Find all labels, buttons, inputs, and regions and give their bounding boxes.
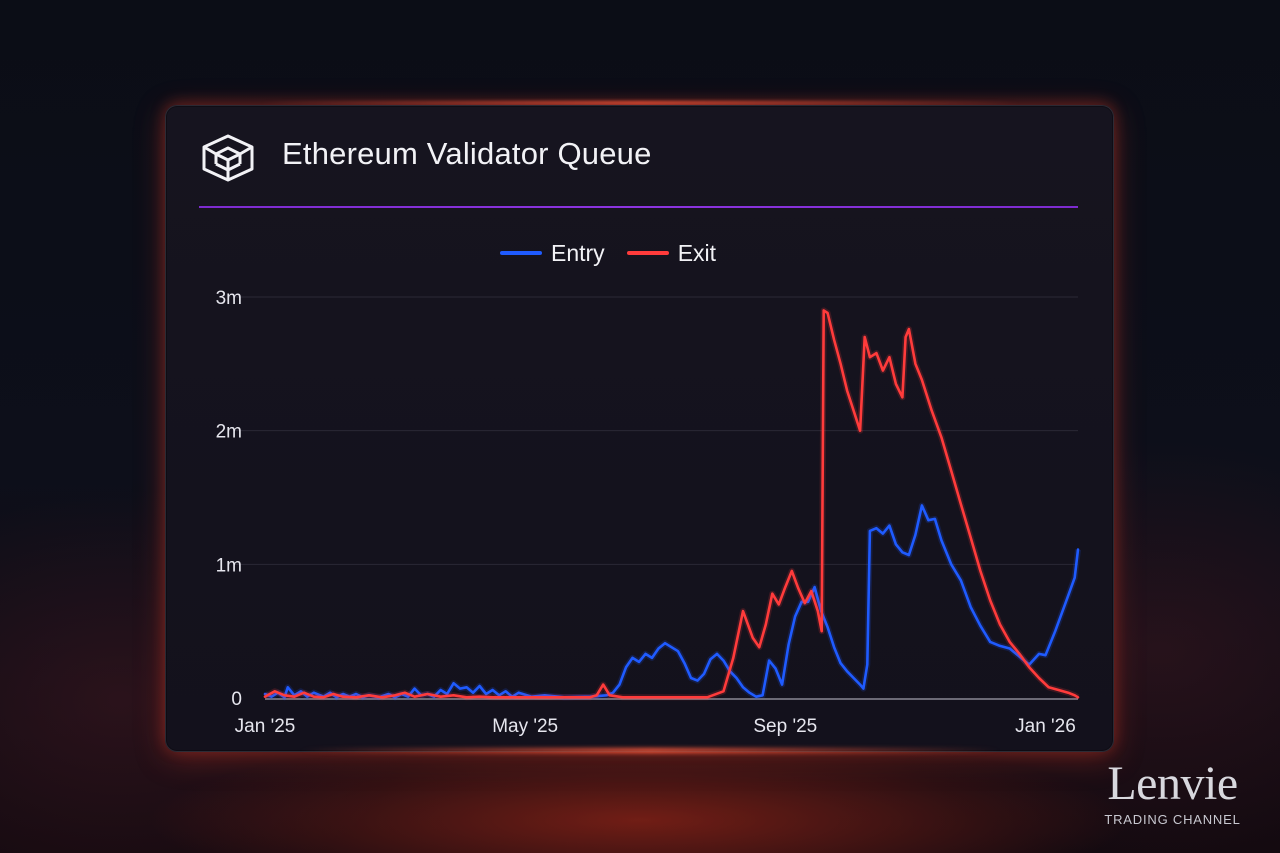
legend-label-entry: Entry	[551, 239, 605, 266]
x-tick-label: Jan '26	[1015, 716, 1076, 737]
series-glow-entry	[263, 502, 1081, 701]
series-line-exit	[263, 309, 1080, 699]
chart-card	[165, 105, 1114, 752]
x-tick-label: Jan '25	[235, 716, 296, 737]
y-tick-label: 1m	[216, 555, 242, 576]
y-tick-label: 0	[231, 689, 242, 710]
brand-tagline: TRADING CHANNEL	[1104, 812, 1241, 827]
legend-label-exit: Exit	[677, 239, 717, 266]
title-divider	[199, 206, 1078, 208]
series-glow-exit	[263, 307, 1080, 701]
brand-name: Lenvie	[1107, 757, 1238, 810]
legend-item-exit[interactable]: Exit	[626, 239, 717, 267]
cube-icon	[202, 134, 254, 182]
x-tick-label: Sep '25	[753, 716, 817, 737]
legend-swatch-entry	[500, 251, 542, 255]
page-title: Ethereum Validator Queue	[282, 136, 652, 171]
legend-swatch-exit	[626, 251, 669, 255]
brand-watermark: Lenvie TRADING CHANNEL	[1085, 757, 1260, 828]
legend-item-entry[interactable]: Entry	[500, 240, 605, 267]
series-line-entry	[263, 504, 1080, 699]
y-tick-label: 2m	[216, 422, 242, 443]
chart-legend: Entry Exit	[500, 238, 738, 268]
card-bottom-glow	[300, 748, 1000, 753]
x-tick-label: May '25	[492, 716, 558, 737]
card-top-glow	[260, 101, 1020, 105]
y-tick-label: 3m	[216, 288, 242, 309]
